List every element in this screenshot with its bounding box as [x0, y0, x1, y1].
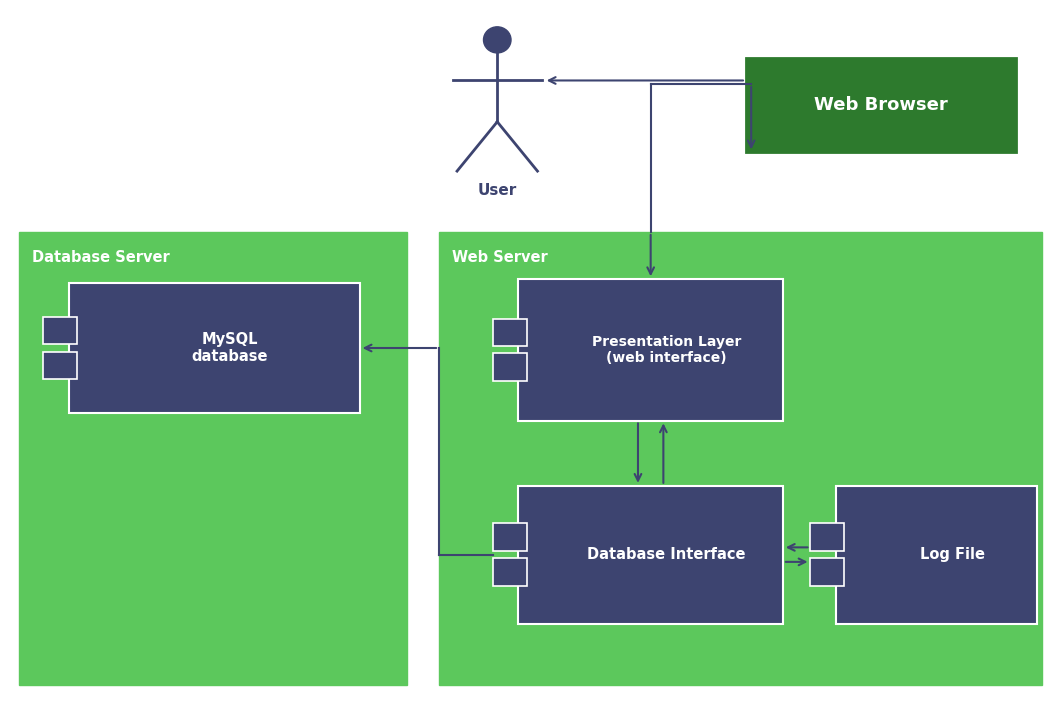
- Bar: [493, 558, 527, 586]
- Bar: [493, 319, 527, 347]
- Bar: [518, 279, 783, 420]
- Bar: [836, 486, 1037, 624]
- Text: Web Browser: Web Browser: [814, 96, 948, 114]
- Text: Database Server: Database Server: [32, 250, 169, 265]
- Bar: [19, 232, 407, 685]
- Bar: [810, 523, 844, 551]
- Text: Web Server: Web Server: [452, 250, 548, 265]
- Text: MySQL
database: MySQL database: [191, 332, 269, 364]
- Bar: [746, 58, 1016, 152]
- Bar: [69, 283, 360, 413]
- Bar: [43, 352, 77, 379]
- Bar: [493, 523, 527, 551]
- Text: User: User: [477, 183, 517, 199]
- Bar: [43, 317, 77, 344]
- Ellipse shape: [484, 27, 511, 53]
- Bar: [493, 354, 527, 381]
- Bar: [439, 232, 1042, 685]
- Bar: [810, 558, 844, 586]
- Text: Presentation Layer
(web interface): Presentation Layer (web interface): [591, 335, 742, 365]
- Text: Database Interface: Database Interface: [587, 547, 746, 562]
- Text: Log File: Log File: [919, 547, 985, 562]
- Bar: [518, 486, 783, 624]
